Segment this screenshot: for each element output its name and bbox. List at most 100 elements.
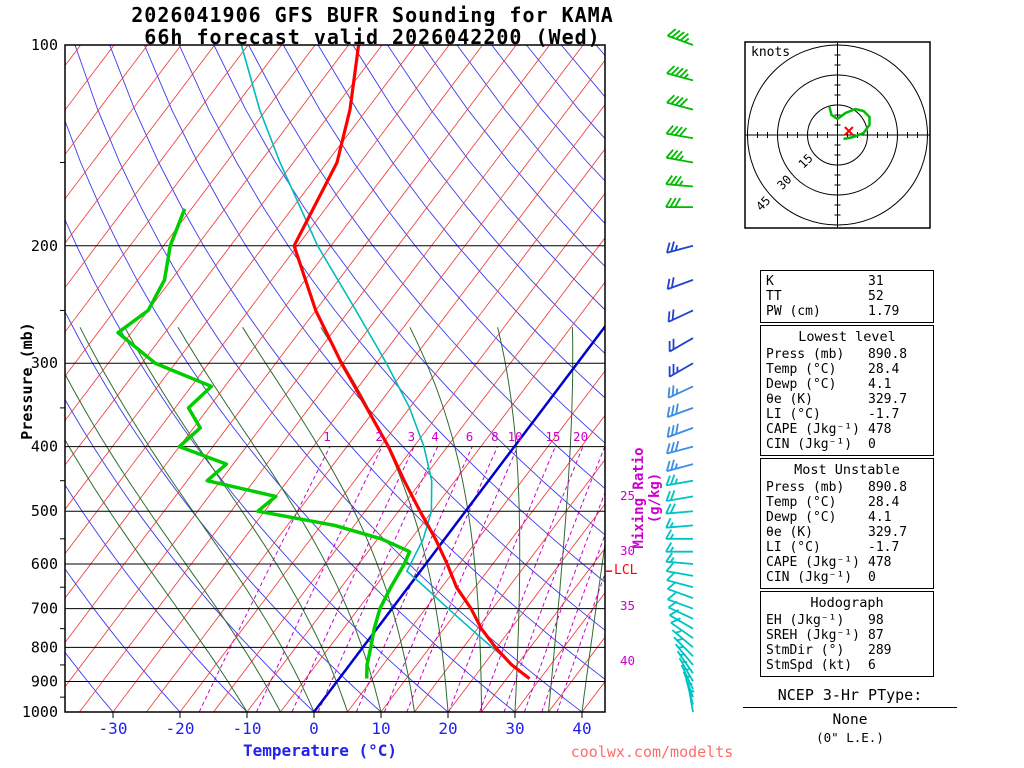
wind-barb: [665, 124, 694, 140]
pressure-tick-label: 600: [31, 555, 58, 573]
stat-row: CAPE (Jkg⁻¹) 478: [766, 555, 928, 570]
temperature-tick-label: -20: [166, 719, 195, 738]
wind-barb: [665, 490, 694, 502]
wind-barb: [687, 685, 695, 713]
stat-label: SREH (Jkg⁻¹): [766, 628, 860, 643]
temperature-curve: [292, 45, 531, 680]
stat-label: CIN (Jkg⁻¹): [766, 570, 853, 585]
wind-barb: [666, 94, 694, 111]
plot-border: [64, 44, 606, 713]
stat-label: Dewp (°C): [766, 377, 837, 392]
stat-row: StmDir (°) 289: [766, 643, 928, 658]
mixing-ratio-label: 2: [375, 429, 383, 444]
stat-row: CAPE (Jkg⁻¹) 478: [766, 422, 928, 437]
stat-value: 98: [868, 613, 884, 628]
wind-barb: [665, 175, 694, 188]
stats-box: K 31 TT 52 PW (cm) 1.79: [760, 270, 934, 323]
wind-barb: [667, 592, 694, 610]
stat-value: 28.4: [868, 495, 900, 510]
stat-row: Temp (°C) 28.4: [766, 362, 928, 377]
wind-barb: [665, 562, 694, 577]
stat-label: θe (K): [766, 525, 813, 540]
stat-label: LI (°C): [766, 540, 821, 555]
stat-value: 4.1: [868, 510, 892, 525]
stats-box: Hodograph EH (Jkg⁻¹) 98 SREH (Jkg⁻¹) 87 StmDi…: [760, 591, 934, 677]
mixing-ratio-label: 15: [545, 429, 560, 444]
wind-barb: [666, 65, 694, 82]
stat-value: 289: [868, 643, 892, 658]
stat-value: 4.1: [868, 377, 892, 392]
stat-row: CIN (Jkg⁻¹) 0: [766, 437, 928, 452]
mixing-ratio-edge-label: 30: [620, 543, 635, 558]
stat-row: StmSpd (kt) 6: [766, 658, 928, 673]
wind-barb: [665, 517, 694, 529]
pressure-tick-label: 100: [31, 36, 58, 54]
stat-label: CIN (Jkg⁻¹): [766, 437, 853, 452]
mixing-ratio-label: 4: [431, 429, 439, 444]
ptype-detail: (0" L.E.): [816, 730, 884, 745]
stat-row: Dewp (°C) 4.1: [766, 510, 928, 525]
wind-barb: [665, 552, 694, 565]
wind-barb: [668, 337, 694, 353]
pressure-tick-label: 200: [31, 237, 58, 255]
wind-barb: [666, 403, 694, 418]
stat-value: 478: [868, 555, 892, 570]
wind-barb: [665, 542, 693, 553]
stat-label: StmDir (°): [766, 643, 845, 658]
wind-barb: [666, 423, 694, 438]
wind-barb: [670, 617, 694, 639]
temperature-tick-label: 10: [371, 719, 390, 738]
stat-value: -1.7: [868, 407, 900, 422]
stats-box: Most Unstable Press (mb) 890.8 Temp (°C) 28.…: [760, 458, 934, 589]
stat-label: PW (cm): [766, 304, 821, 319]
stat-row: LI (°C) -1.7: [766, 407, 928, 422]
hodograph-ring: [807, 104, 868, 166]
temperature-tick-label: -30: [99, 719, 128, 738]
stat-row: TT 52: [766, 289, 928, 304]
mixing-ratio-label: 20: [573, 429, 588, 444]
pressure-axis-label: Pressure (mb): [18, 322, 36, 440]
mixing-ratio-edge-label: 25: [620, 488, 635, 503]
mixing-ratio-label: 6: [466, 429, 474, 444]
stat-row: K 31: [766, 274, 928, 289]
stat-row: Dewp (°C) 4.1: [766, 377, 928, 392]
stat-label: CAPE (Jkg⁻¹): [766, 422, 860, 437]
stat-row: Temp (°C) 28.4: [766, 495, 928, 510]
wind-barb: [667, 581, 694, 599]
stats-section-title: Most Unstable: [794, 462, 900, 478]
zero-isotherm: [313, 324, 605, 712]
mixing-ratio-edge-label: 40: [620, 653, 635, 668]
profiles: [116, 45, 531, 680]
stat-label: EH (Jkg⁻¹): [766, 613, 845, 628]
stat-row: CIN (Jkg⁻¹) 0: [766, 570, 928, 585]
wind-barb: [665, 503, 694, 515]
wind-barb: [667, 309, 694, 323]
stat-row: θe (K) 329.7: [766, 525, 928, 540]
stat-label: LI (°C): [766, 407, 821, 422]
stat-label: TT: [766, 289, 782, 304]
stat-label: Temp (°C): [766, 362, 837, 377]
stat-label: Temp (°C): [766, 495, 837, 510]
stats-panel: K 31 TT 52 PW (cm) 1.79 Lowest level Press (mb)…: [760, 270, 934, 679]
moist-adiabats: [65, 327, 605, 712]
stat-row: θe (K) 329.7: [766, 392, 928, 407]
stats-box: Lowest level Press (mb) 890.8 Temp (°C) 28.4…: [760, 325, 934, 456]
stat-value: 890.8: [868, 347, 908, 362]
stat-value: 52: [868, 289, 884, 304]
stat-label: Press (mb): [766, 480, 845, 495]
wind-barb: [665, 529, 693, 540]
stat-value: 890.8: [868, 480, 908, 495]
pressure-tick-label: 1000: [22, 703, 58, 721]
mixing-ratio-axis-label: Mixing Ratio (g/kg): [631, 447, 663, 549]
pressure-tick-label: 400: [31, 438, 58, 456]
stat-value: 0: [868, 437, 876, 452]
mixing-ratio-label: 1: [323, 429, 331, 444]
wind-barb: [666, 572, 694, 589]
ptype-value: None: [832, 712, 868, 728]
ptype-heading: NCEP 3-Hr PType:: [743, 686, 957, 708]
temperature-tick-label: -10: [233, 719, 262, 738]
hodograph-trace: [828, 106, 871, 141]
page-subtitle: 66h forecast valid 2026042200 (Wed): [144, 25, 601, 49]
